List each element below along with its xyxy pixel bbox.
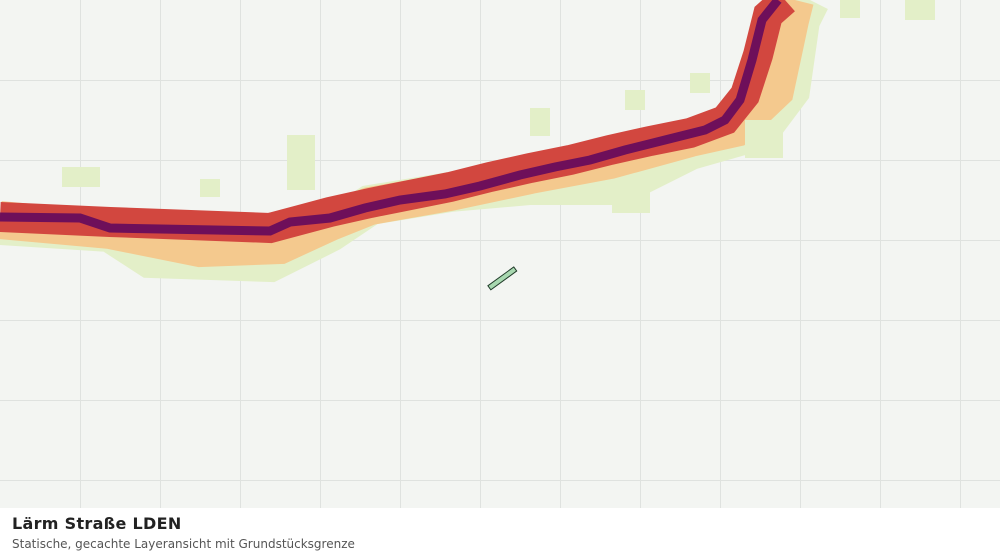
caption: Lärm Straße LDEN Statische, gecachte Lay… [0, 508, 1000, 560]
map-subtitle: Statische, gecachte Layeransicht mit Gru… [12, 537, 355, 551]
noise-patches [62, 0, 935, 213]
parcel-boundary [487, 266, 518, 291]
noise-band-very-high [0, 0, 782, 236]
noise-bands [0, 0, 828, 283]
map [0, 0, 1000, 508]
map-title: Lärm Straße LDEN [12, 514, 182, 533]
